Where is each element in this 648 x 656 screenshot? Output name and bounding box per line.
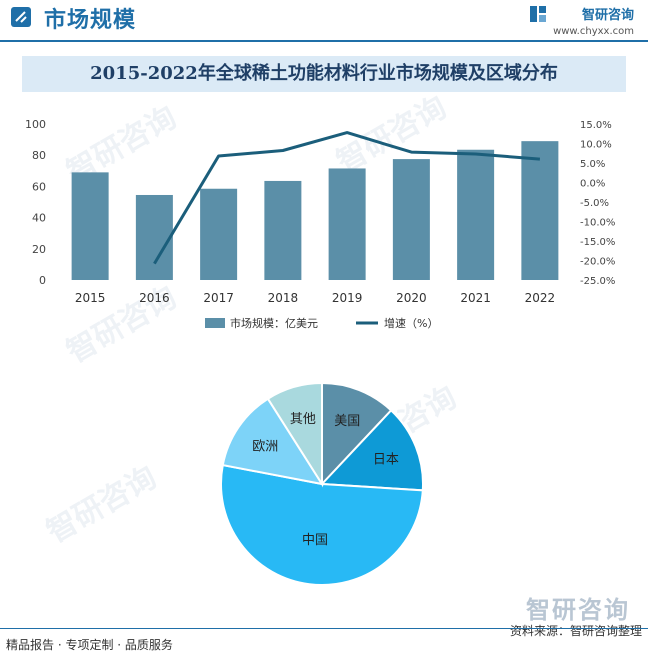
x-tick-label: 2017 — [203, 291, 234, 305]
pie-slice-label: 美国 — [334, 414, 360, 429]
footer-logo: 智研咨询 — [526, 596, 630, 624]
bar — [521, 141, 559, 280]
y-right-tick-label: 10.0% — [580, 140, 612, 151]
page-header: 市场规模 智研咨询 www.chyxx.com — [0, 0, 648, 40]
footer-slogan: 精品报告 · 专项定制 · 品质服务 — [6, 638, 173, 652]
x-tick-label: 2019 — [332, 291, 363, 305]
header-square-icon — [11, 7, 31, 27]
growth-line — [153, 131, 541, 265]
y-right-tick-label: -15.0% — [580, 237, 615, 248]
y-left-tick-label: 100 — [25, 118, 46, 131]
y-right-tick-label: 15.0% — [580, 120, 612, 131]
pie-slice — [319, 408, 424, 492]
y-left-tick-label: 0 — [39, 274, 46, 287]
y-right-tick-label: -5.0% — [580, 198, 609, 209]
x-tick-label: 2015 — [75, 291, 106, 305]
y-right-tick-label: -25.0% — [580, 276, 615, 287]
legend-bar-label: 市场规模：亿美元 — [230, 316, 318, 330]
pie-slice — [221, 397, 325, 486]
pie-slice — [220, 463, 424, 586]
bar — [135, 194, 173, 280]
bar — [328, 168, 366, 280]
footer-divider — [0, 628, 648, 629]
bar — [200, 188, 238, 280]
legend-bar-swatch — [205, 318, 225, 328]
y-left-tick-label: 40 — [32, 212, 46, 225]
legend-line-label: 增速（%） — [384, 316, 438, 330]
x-tick-label: 2022 — [525, 291, 556, 305]
x-tick-label: 2018 — [268, 291, 299, 305]
x-tick-label: 2016 — [139, 291, 170, 305]
bar — [392, 159, 430, 280]
y-left-tick-label: 20 — [32, 243, 46, 256]
pie-slice-label: 日本 — [373, 453, 399, 468]
bar — [264, 180, 302, 280]
y-right-tick-label: 5.0% — [580, 159, 605, 170]
y-left-tick-label: 60 — [32, 180, 46, 193]
pie-slice-label: 欧洲 — [252, 439, 278, 454]
pie-slice-label: 其他 — [290, 412, 316, 427]
section-title: 市场规模 — [44, 8, 137, 33]
bar — [71, 172, 109, 280]
y-left-tick-label: 80 — [32, 149, 46, 162]
y-right-tick-label: -10.0% — [580, 218, 615, 229]
brand-url: www.chyxx.com — [553, 26, 634, 37]
brand-block: 智研咨询 www.chyxx.com — [530, 4, 634, 37]
market-size-chart: 0 20 40 60 80 100 -25.0% -20.0% -15.0% -10.0% -5.0… — [25, 118, 615, 330]
brand-logo-icon — [530, 6, 547, 22]
data-source: 资料来源：智研咨询整理 — [509, 624, 642, 638]
brand-name: 智研咨询 — [581, 8, 634, 23]
y-right-tick-label: 0.0% — [580, 179, 605, 190]
pie-slice — [321, 381, 393, 487]
bar — [457, 149, 495, 280]
chart-title: 2015-2022年全球稀土功能材料行业市场规模及区域分布 — [90, 63, 558, 84]
pie-slice — [266, 381, 323, 488]
x-tick-label: 2021 — [460, 291, 491, 305]
y-right-tick-label: -20.0% — [580, 257, 615, 268]
pie-slice-label: 中国 — [302, 533, 328, 548]
x-tick-label: 2020 — [396, 291, 427, 305]
chart-title-band: 2015-2022年全球稀土功能材料行业市场规模及区域分布 — [22, 56, 626, 92]
header-divider — [0, 40, 648, 42]
